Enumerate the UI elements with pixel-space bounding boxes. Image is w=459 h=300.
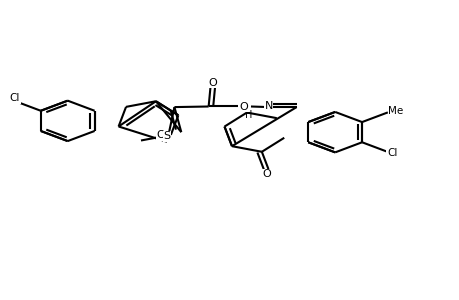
Text: Me: Me: [387, 106, 403, 116]
Text: Cl: Cl: [10, 93, 20, 103]
Text: O: O: [262, 169, 271, 179]
Text: O: O: [238, 102, 247, 112]
Text: O: O: [156, 130, 165, 140]
Text: N: N: [264, 101, 272, 112]
Text: O: O: [207, 77, 216, 88]
Text: S: S: [163, 131, 170, 141]
Text: Cl: Cl: [386, 148, 397, 158]
Text: N: N: [239, 101, 247, 111]
Text: H: H: [245, 110, 252, 120]
